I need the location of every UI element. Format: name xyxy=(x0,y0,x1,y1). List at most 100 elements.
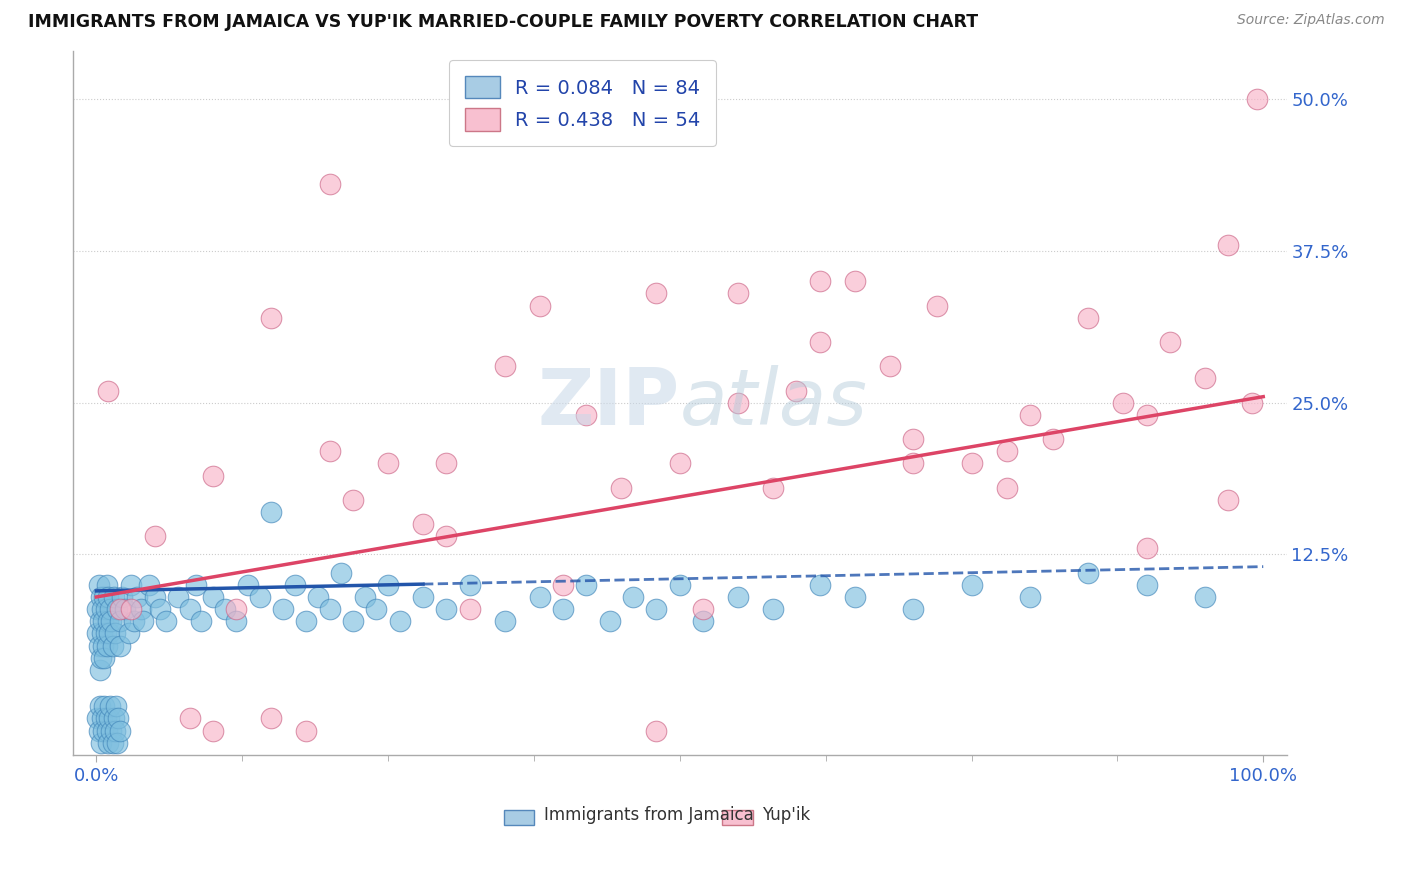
Point xyxy=(201,723,224,738)
Point xyxy=(808,274,831,288)
Point xyxy=(295,614,318,628)
Point xyxy=(377,578,399,592)
Point xyxy=(90,736,112,750)
Point xyxy=(645,602,668,616)
Point xyxy=(551,602,574,616)
Point xyxy=(366,602,388,616)
Point xyxy=(808,578,831,592)
Point xyxy=(494,614,516,628)
FancyBboxPatch shape xyxy=(723,810,752,825)
Point xyxy=(201,468,224,483)
Point xyxy=(91,602,114,616)
Point xyxy=(87,639,110,653)
Point xyxy=(100,614,122,628)
Point xyxy=(98,699,121,714)
Point xyxy=(762,602,785,616)
Point xyxy=(105,699,128,714)
Point xyxy=(434,602,457,616)
Point xyxy=(621,590,644,604)
Point xyxy=(91,614,114,628)
Point xyxy=(458,578,481,592)
Point xyxy=(143,529,166,543)
Point xyxy=(610,481,633,495)
Point xyxy=(412,590,434,604)
Point xyxy=(167,590,190,604)
Text: atlas: atlas xyxy=(679,365,868,441)
Point xyxy=(104,626,127,640)
Point xyxy=(1246,92,1268,106)
Point xyxy=(93,650,115,665)
Point xyxy=(434,457,457,471)
Legend: R = 0.084   N = 84, R = 0.438   N = 54: R = 0.084 N = 84, R = 0.438 N = 54 xyxy=(450,61,716,146)
Point xyxy=(96,723,118,738)
Text: Source: ZipAtlas.com: Source: ZipAtlas.com xyxy=(1237,13,1385,28)
Point xyxy=(960,578,983,592)
Point xyxy=(762,481,785,495)
Point xyxy=(97,590,120,604)
Point xyxy=(599,614,621,628)
Point xyxy=(668,457,690,471)
Text: Yup'ik: Yup'ik xyxy=(762,805,810,823)
Point xyxy=(1218,492,1240,507)
Point xyxy=(105,602,128,616)
Point xyxy=(98,711,121,725)
Point xyxy=(225,614,247,628)
Point xyxy=(271,602,294,616)
Point xyxy=(87,578,110,592)
Point xyxy=(107,711,129,725)
Point xyxy=(1112,396,1135,410)
Point xyxy=(1018,590,1040,604)
Point xyxy=(90,590,112,604)
Point xyxy=(1077,310,1099,325)
Point xyxy=(901,602,924,616)
Point xyxy=(93,590,115,604)
Text: Immigrants from Jamaica: Immigrants from Jamaica xyxy=(544,805,754,823)
Point xyxy=(995,444,1018,458)
Point xyxy=(97,614,120,628)
Text: IMMIGRANTS FROM JAMAICA VS YUP'IK MARRIED-COUPLE FAMILY POVERTY CORRELATION CHAR: IMMIGRANTS FROM JAMAICA VS YUP'IK MARRIE… xyxy=(28,13,979,31)
Point xyxy=(122,614,145,628)
Point xyxy=(132,614,155,628)
Point xyxy=(114,602,136,616)
Point xyxy=(184,578,207,592)
Point xyxy=(342,492,364,507)
Point xyxy=(100,723,122,738)
Point xyxy=(318,178,340,192)
Point xyxy=(377,457,399,471)
Point xyxy=(727,590,749,604)
Point xyxy=(1159,334,1181,349)
Point xyxy=(108,723,131,738)
Point xyxy=(295,723,318,738)
Point xyxy=(96,578,118,592)
Point xyxy=(318,444,340,458)
Point xyxy=(101,736,124,750)
Point xyxy=(808,334,831,349)
Point xyxy=(551,578,574,592)
Point xyxy=(225,602,247,616)
Point xyxy=(529,299,551,313)
Point xyxy=(645,723,668,738)
Point xyxy=(98,626,121,640)
Point xyxy=(190,614,212,628)
Point xyxy=(94,602,117,616)
Point xyxy=(86,711,108,725)
Point xyxy=(529,590,551,604)
Point xyxy=(98,602,121,616)
Point xyxy=(260,310,283,325)
Point xyxy=(155,614,177,628)
Point xyxy=(91,639,114,653)
Point xyxy=(925,299,948,313)
Point xyxy=(249,590,271,604)
Point xyxy=(901,432,924,446)
Point xyxy=(284,578,307,592)
Point xyxy=(692,602,714,616)
Point xyxy=(89,699,111,714)
Point xyxy=(111,590,134,604)
Point xyxy=(108,639,131,653)
Point xyxy=(1240,396,1263,410)
Point xyxy=(91,711,114,725)
Point xyxy=(412,517,434,532)
Point xyxy=(1194,371,1216,385)
Point xyxy=(201,590,224,604)
Point xyxy=(260,505,283,519)
